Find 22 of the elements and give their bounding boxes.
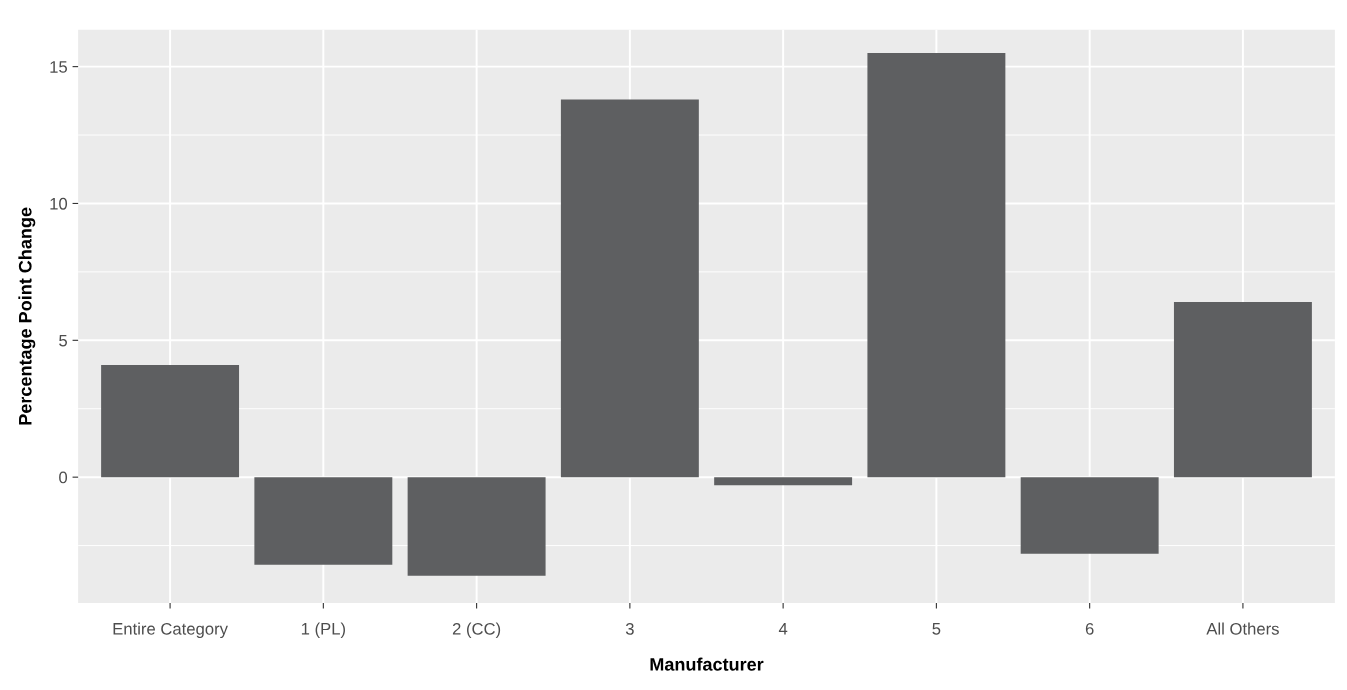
x-axis-title: Manufacturer bbox=[650, 657, 764, 671]
y-tick-label: 5 bbox=[59, 334, 68, 347]
x-tick-label: 1 (PL) bbox=[301, 622, 346, 639]
x-tick-label: 4 bbox=[778, 623, 788, 635]
bar bbox=[1020, 477, 1159, 554]
y-tick-label: 0 bbox=[59, 471, 68, 484]
bar bbox=[407, 477, 546, 576]
x-tick-label: 2 (CC) bbox=[452, 622, 501, 639]
x-tick-label: 6 bbox=[1085, 622, 1094, 635]
bar bbox=[254, 477, 393, 565]
bar bbox=[101, 364, 240, 478]
x-tick-label: 5 bbox=[932, 623, 941, 635]
y-tick-label: 10 bbox=[50, 197, 68, 210]
y-axis-title: Percentage Point Change bbox=[18, 207, 36, 425]
bar bbox=[560, 99, 699, 478]
x-tick-label: Entire Category bbox=[113, 622, 228, 639]
bar bbox=[1173, 302, 1312, 478]
bar bbox=[867, 52, 1006, 478]
x-tick-label: All Others bbox=[1206, 622, 1279, 635]
x-tick-label: 3 bbox=[625, 622, 634, 635]
bar bbox=[714, 477, 853, 486]
y-tick-label: 15 bbox=[50, 61, 68, 73]
